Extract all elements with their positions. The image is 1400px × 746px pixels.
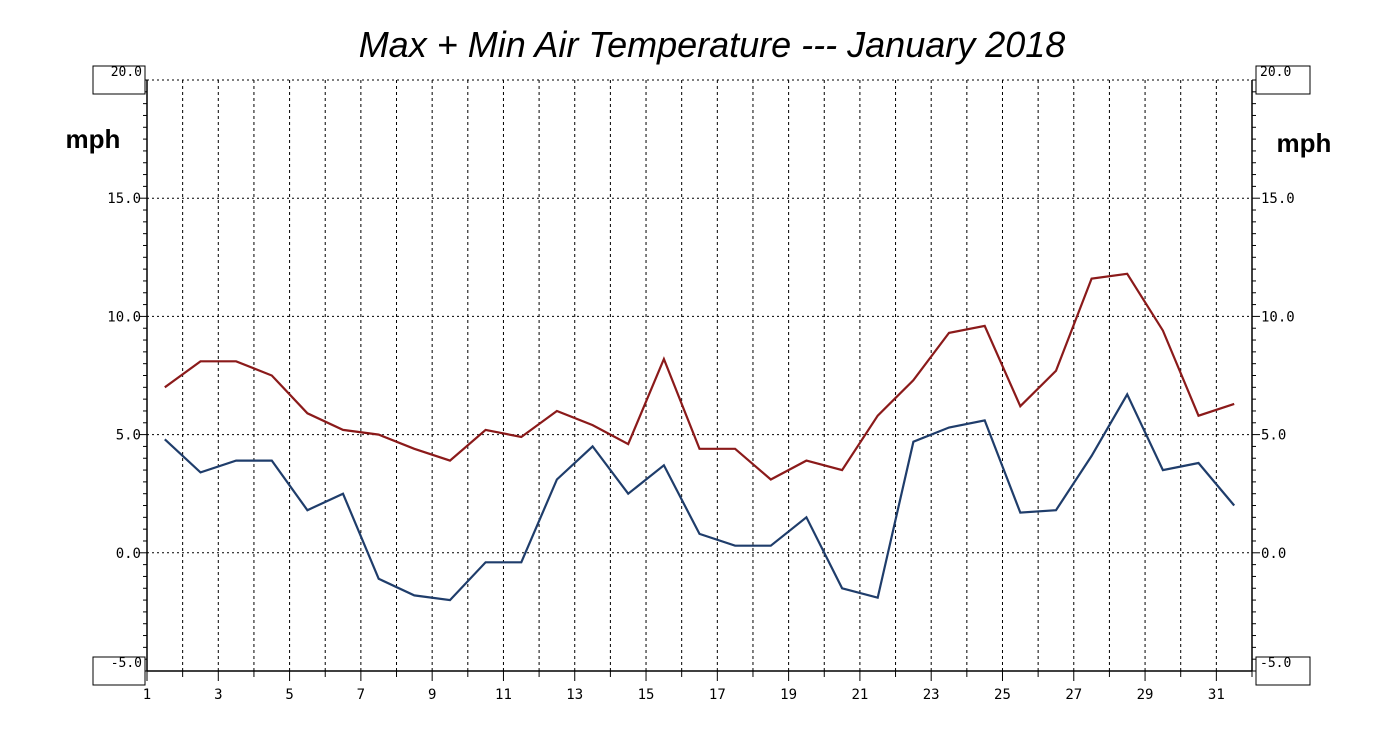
x-tick-label: 17: [709, 687, 726, 703]
x-tick-label: 15: [638, 687, 655, 703]
right-y-tick-label: 20.0: [1260, 65, 1291, 80]
x-tick-label: 23: [923, 687, 940, 703]
x-tick-label: 11: [495, 687, 512, 703]
x-tick-label: 31: [1208, 687, 1225, 703]
left-y-tick-label: -5.0: [111, 656, 142, 671]
x-tick-label: 29: [1137, 687, 1154, 703]
axes: [146, 80, 1253, 672]
gridlines: [147, 79, 1253, 671]
max-temperature-line: [164, 272, 1235, 481]
left-y-tick-label: 0.0: [116, 546, 141, 562]
x-tick-labels: 1 3 5 7 9 11 13 15 17 19 21 23 25 27 29 31: [143, 687, 1225, 703]
left-axis-unit-label: mph: [66, 124, 121, 154]
right-y-tick-label: 5.0: [1261, 428, 1286, 444]
right-y-tick-label: 0.0: [1261, 546, 1286, 562]
x-tick-label: 13: [566, 687, 583, 703]
right-y-tick-label: -5.0: [1260, 656, 1291, 671]
left-y-tick-label: 20.0: [111, 65, 142, 80]
right-y-tick-label: 15.0: [1261, 191, 1295, 207]
left-y-tick-label: 5.0: [116, 428, 141, 444]
right-y-tick-label: 10.0: [1261, 309, 1295, 325]
x-tick-label: 3: [214, 687, 222, 703]
left-y-label-box: [92, 65, 146, 95]
x-tick-label: 21: [851, 687, 868, 703]
tick-marks: [139, 79, 1260, 681]
left-y-tick-label: 10.0: [107, 309, 141, 325]
right-y-label-box: [1255, 656, 1311, 686]
right-y-label-box: [1255, 65, 1311, 95]
chart-title: Max + Min Air Temperature --- January 20…: [359, 24, 1066, 65]
x-tick-label: 19: [780, 687, 797, 703]
x-tick-label: 25: [994, 687, 1011, 703]
x-tick-label: 5: [285, 687, 293, 703]
x-tick-label: 27: [1065, 687, 1082, 703]
left-y-tick-label: 15.0: [107, 191, 141, 207]
y-tick-labels: 20.0 20.0 15.0 15.0 10.0 10.0 5.0 5.0 0.0 0.0 -5.0…: [92, 65, 1311, 686]
left-y-label-box: [92, 656, 146, 686]
min-temperature-line: [164, 392, 1236, 602]
x-tick-label: 9: [428, 687, 436, 703]
right-axis-unit-label: mph: [1277, 128, 1332, 158]
x-tick-label: 1: [143, 687, 151, 703]
series-lines: [164, 272, 1236, 602]
x-tick-label: 7: [357, 687, 365, 703]
